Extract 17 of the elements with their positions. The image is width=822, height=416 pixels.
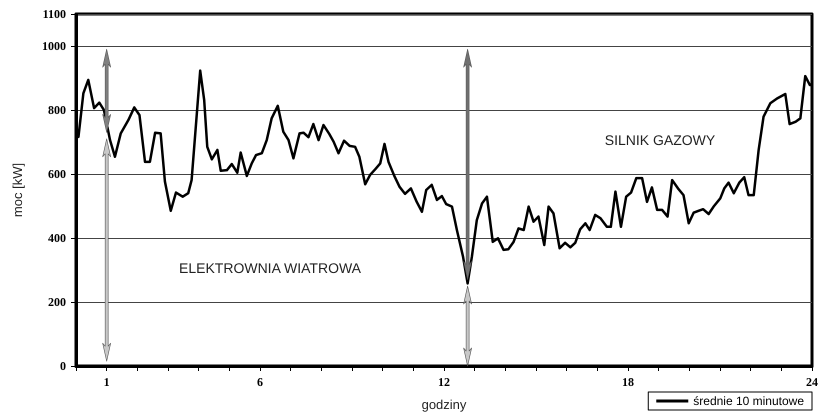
y-tick-label: 800	[48, 103, 66, 117]
y-tick-label: 600	[48, 167, 66, 181]
x-tick-label: 24	[806, 375, 818, 389]
y-axis-title: moc [kW]	[10, 162, 25, 218]
x-tick-label: 12	[438, 375, 450, 389]
y-tick-label: 1100	[42, 7, 66, 21]
y-tick-label: 0	[60, 359, 66, 373]
x-tick-label: 6	[257, 375, 263, 389]
annotation: SILNIK GAZOWY	[604, 132, 716, 148]
legend-label: średnie 10 minutowe	[693, 394, 804, 408]
annotation: ELEKTROWNIA WIATROWA	[178, 260, 362, 276]
y-tick-label: 1000	[42, 39, 66, 53]
x-tick-label: 18	[622, 375, 634, 389]
y-tick-label: 400	[48, 231, 66, 245]
y-tick-label: 200	[48, 295, 66, 309]
x-axis-title: godziny	[422, 397, 467, 412]
x-tick-label: 1	[104, 375, 110, 389]
